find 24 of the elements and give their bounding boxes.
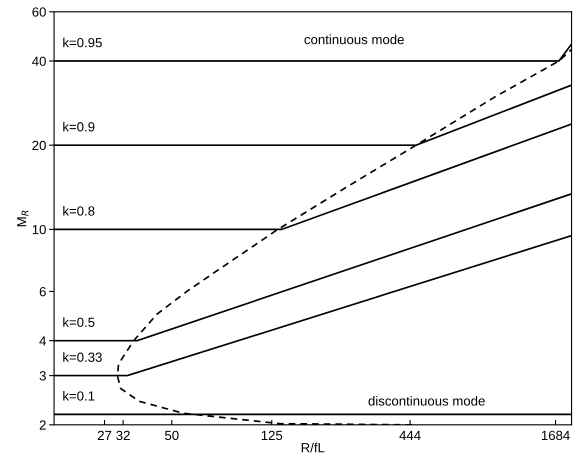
y-tick-label: 3	[40, 371, 46, 381]
annotation: continuous mode	[304, 34, 404, 44]
series-label: k=0.95	[63, 38, 102, 48]
x-tick-label: 1684	[542, 430, 570, 440]
x-tick-label: 444	[399, 430, 421, 440]
x-axis-title: R/fL	[302, 442, 324, 452]
y-tick-label: 6	[40, 286, 46, 296]
series-label: k=0.9	[63, 122, 94, 132]
y-tick-label: 10	[32, 224, 46, 234]
series-label: k=0.5	[63, 317, 94, 327]
legend-label: k=0.33	[63, 352, 102, 362]
y-tick-label: 60	[32, 7, 46, 17]
annotation: discontinuous mode	[368, 396, 485, 406]
y-tick-label: 40	[32, 56, 46, 66]
y-axis-title: M$_{R}$	[17, 210, 28, 226]
y-tick-label: 4	[39, 336, 46, 346]
x-tick-label: 50	[164, 430, 179, 440]
y-tick-label: 20	[32, 140, 46, 150]
x-tick-label: 32	[116, 430, 130, 440]
legend-label: k=0.1	[63, 390, 94, 401]
x-tick-label: 27	[98, 430, 112, 440]
y-tick-label: 2	[40, 420, 46, 430]
x-tick-label: 125	[262, 430, 282, 440]
series-label: k=0.8	[63, 206, 94, 216]
